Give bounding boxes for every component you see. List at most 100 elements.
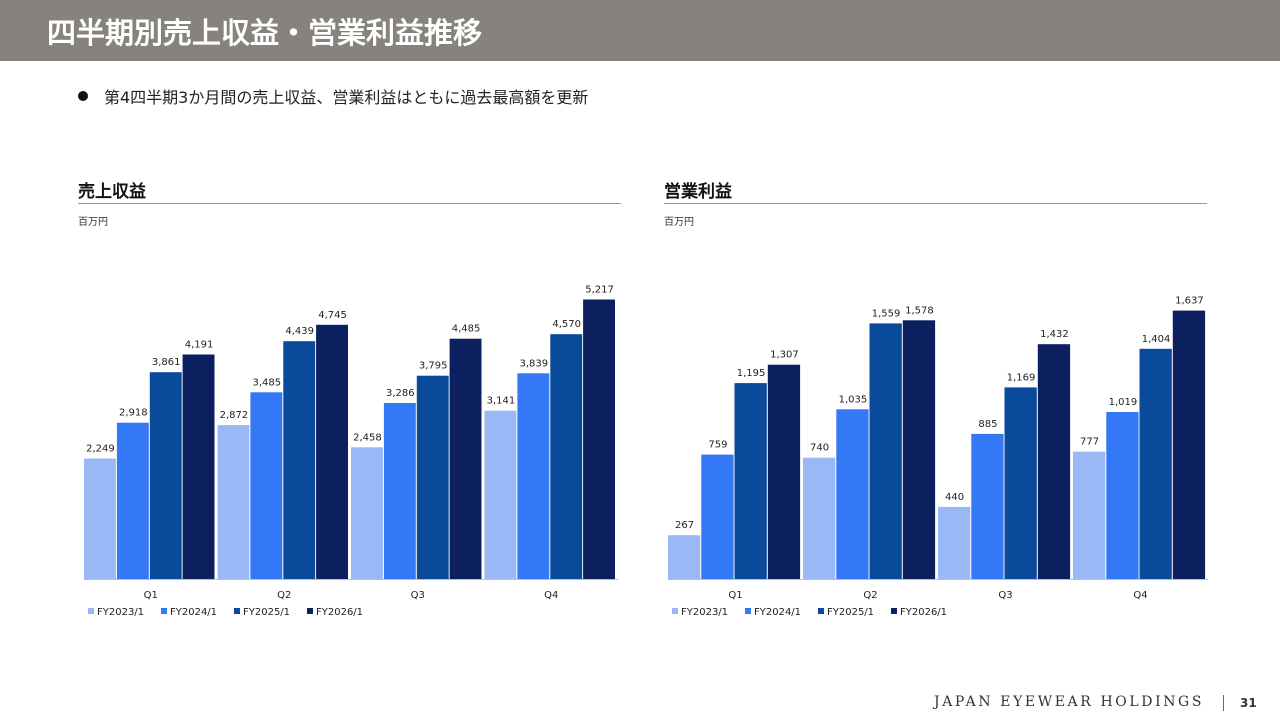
- data-label: 4,485: [452, 324, 481, 335]
- profit-unit-label: 百万円: [664, 217, 694, 228]
- legend-label: FY2026/1: [316, 607, 363, 618]
- bar-FY2023-1-Q3: [351, 447, 383, 579]
- bar-FY2024-1-Q4: [517, 373, 550, 579]
- data-label: 1,578: [905, 305, 934, 316]
- legend-label: FY2024/1: [754, 607, 801, 618]
- bar-FY2023-1-Q3: [938, 506, 971, 579]
- data-label: 4,745: [318, 310, 347, 321]
- bar-FY2025-1-Q2: [869, 323, 902, 579]
- summary-bullet: 第4四半期3か月間の売上収益、営業利益はともに過去最高額を更新: [78, 84, 588, 108]
- bar-FY2026-1-Q4: [583, 299, 615, 579]
- bar-FY2025-1-Q3: [1004, 387, 1037, 579]
- legend-swatch: [891, 608, 897, 614]
- data-label: 740: [810, 443, 829, 454]
- data-label: 3,485: [252, 377, 281, 388]
- bar-FY2024-1-Q3: [971, 433, 1004, 579]
- data-label: 1,169: [1007, 372, 1036, 383]
- footer-brand: JAPAN EYEWEAR HOLDINGS: [934, 694, 1205, 710]
- x-tick-label: Q4: [1133, 590, 1147, 601]
- footer-separator: [1223, 695, 1224, 711]
- bar-FY2023-1-Q2: [803, 457, 836, 579]
- data-label: 1,035: [839, 394, 868, 405]
- bar-FY2026-1-Q1: [182, 354, 215, 579]
- legend-label: FY2025/1: [243, 607, 290, 618]
- data-label: 2,249: [86, 444, 115, 455]
- legend-label: FY2025/1: [827, 607, 874, 618]
- data-label: 2,918: [119, 408, 148, 419]
- legend-label: FY2024/1: [170, 607, 217, 618]
- revenue-title-rule: [78, 203, 621, 204]
- bar-FY2026-1-Q4: [1172, 310, 1206, 579]
- data-label: 2,458: [353, 432, 382, 443]
- bar-FY2024-1-Q2: [836, 409, 869, 579]
- bar-FY2025-1-Q4: [550, 334, 583, 579]
- data-label: 4,439: [285, 326, 314, 337]
- bar-FY2026-1-Q3: [449, 338, 482, 579]
- legend-swatch: [672, 608, 678, 614]
- x-tick-label: Q3: [998, 590, 1012, 601]
- legend-label: FY2023/1: [681, 607, 728, 618]
- data-label: 1,307: [770, 350, 799, 361]
- bar-FY2026-1-Q2: [902, 320, 936, 579]
- bar-FY2024-1-Q4: [1106, 412, 1139, 579]
- bar-FY2024-1-Q3: [383, 403, 416, 579]
- data-label: 885: [978, 419, 997, 430]
- page-number: 31: [1240, 696, 1257, 710]
- bar-FY2023-1-Q1: [668, 535, 701, 579]
- bullet-dot-icon: [78, 91, 88, 101]
- legend-swatch: [307, 608, 313, 614]
- data-label: 2,872: [220, 410, 249, 421]
- bar-FY2026-1-Q3: [1037, 344, 1071, 579]
- legend-swatch: [818, 608, 824, 614]
- data-label: 4,570: [552, 319, 581, 330]
- data-label: 3,141: [487, 396, 516, 407]
- profit-title-rule: [664, 203, 1207, 204]
- title-bar: 四半期別売上収益・営業利益推移: [0, 0, 1280, 61]
- data-label: 1,637: [1175, 296, 1204, 307]
- summary-text: 第4四半期3か月間の売上収益、営業利益はともに過去最高額を更新: [104, 88, 589, 107]
- data-label: 759: [708, 440, 727, 451]
- page-title: 四半期別売上収益・営業利益推移: [47, 16, 483, 50]
- x-tick-label: Q4: [544, 590, 558, 601]
- legend-label: FY2026/1: [900, 607, 947, 618]
- data-label: 1,559: [872, 308, 901, 319]
- x-tick-label: Q1: [728, 590, 742, 601]
- data-label: 5,217: [585, 285, 614, 296]
- bar-FY2024-1-Q1: [701, 454, 734, 579]
- bar-FY2024-1-Q1: [116, 422, 149, 579]
- x-tick-label: Q3: [411, 590, 425, 601]
- legend-swatch: [745, 608, 751, 614]
- bar-FY2025-1-Q1: [734, 383, 767, 579]
- bar-FY2025-1-Q1: [149, 372, 182, 579]
- operating-profit-bar-chart: 267 759 1,195 1,307 Q1 740 1,035 1,559 1,578 Q2 44…: [668, 296, 1208, 618]
- bar-FY2023-1-Q4: [1073, 451, 1106, 579]
- legend-swatch: [234, 608, 240, 614]
- bar-FY2025-1-Q3: [416, 375, 449, 579]
- x-tick-label: Q2: [277, 590, 291, 601]
- bar-FY2024-1-Q2: [250, 392, 283, 579]
- data-label: 267: [675, 520, 694, 531]
- bar-FY2025-1-Q2: [283, 341, 316, 579]
- bar-FY2026-1-Q2: [316, 324, 348, 579]
- bar-FY2023-1-Q4: [484, 410, 517, 579]
- bar-FY2023-1-Q2: [217, 425, 250, 579]
- x-tick-label: Q1: [144, 590, 158, 601]
- data-label: 1,019: [1109, 397, 1138, 408]
- data-label: 3,286: [386, 388, 415, 399]
- data-label: 1,404: [1142, 334, 1171, 345]
- data-label: 3,839: [519, 358, 548, 369]
- profit-chart-title: 営業利益: [664, 182, 732, 202]
- bar-FY2025-1-Q4: [1139, 348, 1172, 579]
- data-label: 440: [945, 492, 964, 503]
- data-label: 1,195: [737, 368, 766, 379]
- bar-FY2026-1-Q1: [767, 364, 801, 579]
- x-tick-label: Q2: [863, 590, 877, 601]
- data-label: 1,432: [1040, 329, 1069, 340]
- bar-FY2023-1-Q1: [84, 458, 116, 579]
- data-label: 3,861: [152, 357, 181, 368]
- legend-label: FY2023/1: [97, 607, 144, 618]
- revenue-chart-title: 売上収益: [78, 182, 146, 202]
- legend-swatch: [88, 608, 94, 614]
- legend-swatch: [161, 608, 167, 614]
- data-label: 3,795: [419, 361, 448, 372]
